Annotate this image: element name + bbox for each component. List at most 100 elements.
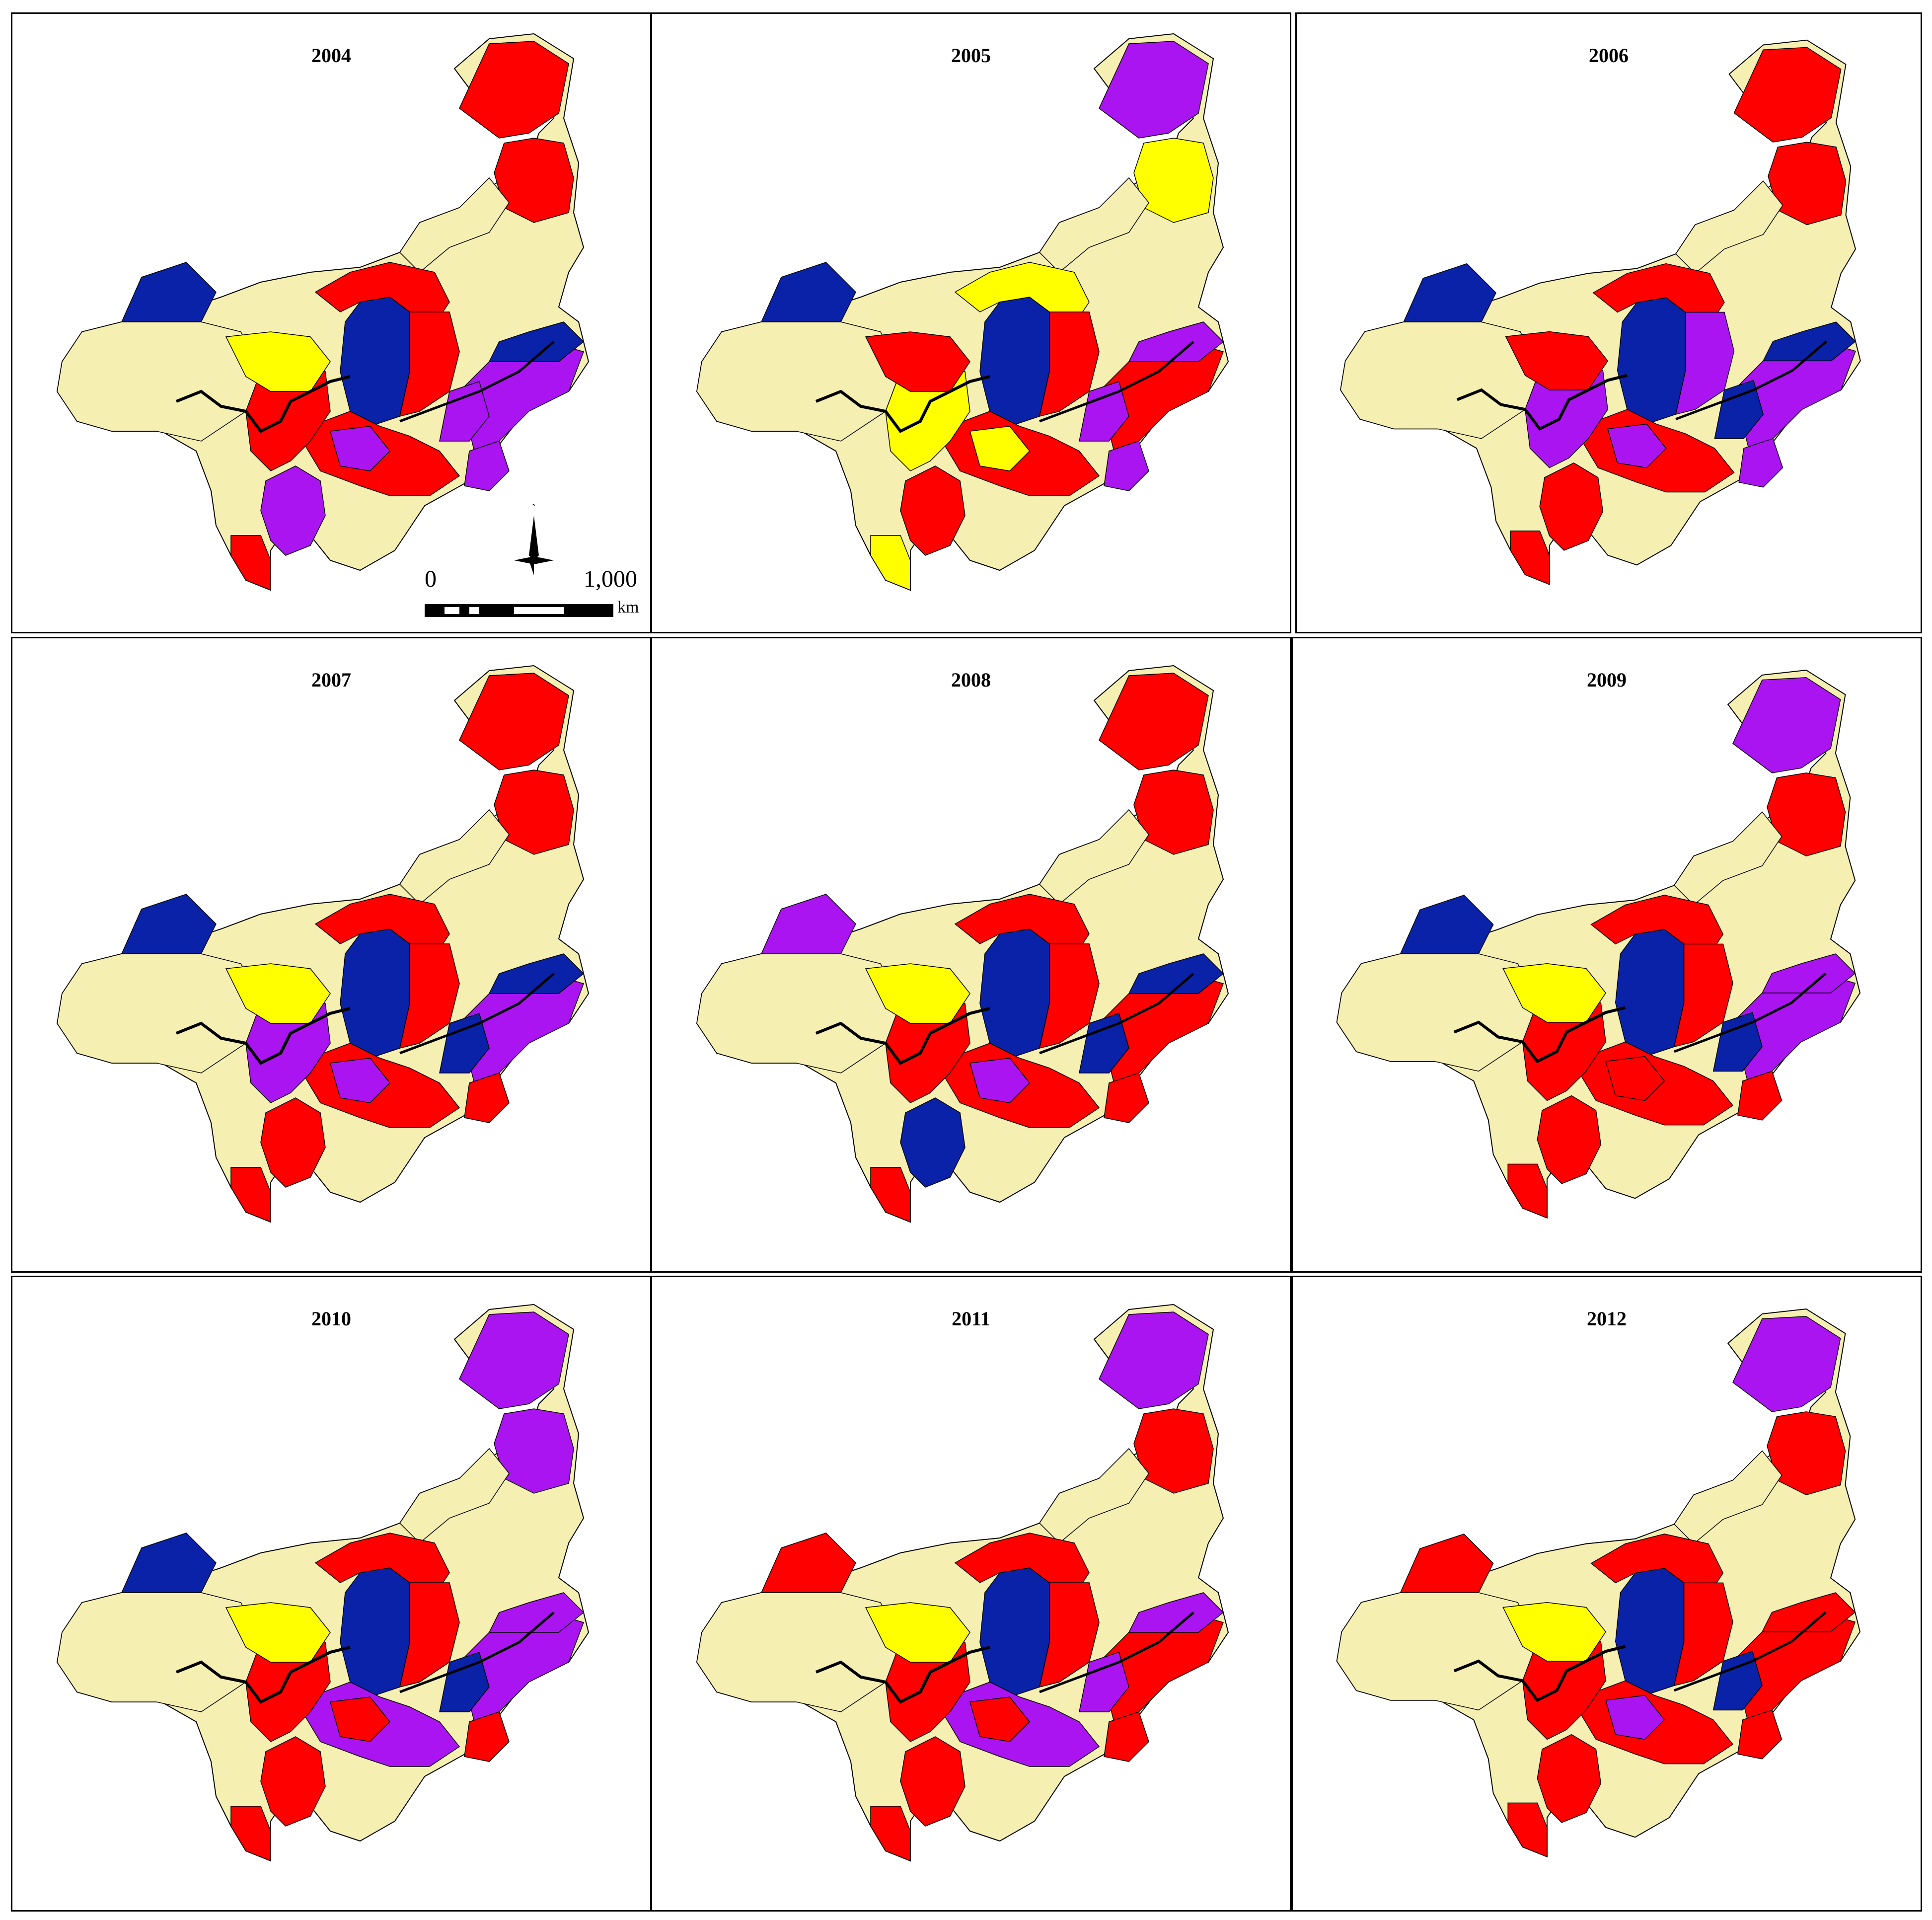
region-southeast-tip [1737, 1709, 1783, 1760]
choropleth-map [696, 665, 1229, 1223]
boundary-line [1675, 340, 1827, 421]
region-river-middle [1505, 331, 1609, 390]
region-south-tail [1537, 1734, 1601, 1823]
region-northeast-belt [494, 138, 574, 223]
region-east-inner [1079, 1652, 1129, 1712]
region-north-plateau [1039, 1448, 1149, 1544]
panel-year-title: 2006 [1589, 44, 1629, 67]
region-southeast-tip [464, 441, 510, 491]
region-east-band [399, 1582, 460, 1688]
region-south-tail [900, 1097, 966, 1188]
region-east-band [1039, 943, 1100, 1049]
region-deep-south [870, 535, 911, 591]
river-line [815, 1007, 990, 1065]
map-panel-2008: 2008 [651, 637, 1291, 1273]
region-far-northeast [1099, 1311, 1209, 1409]
choropleth-map: ` [56, 33, 613, 617]
region-central-core [979, 1567, 1050, 1697]
river-line [1453, 1645, 1626, 1702]
river-line [175, 1646, 351, 1704]
scale-unit-label: km [617, 598, 639, 616]
region-river-middle [1502, 1602, 1606, 1662]
region-south-tail [1537, 1095, 1601, 1184]
region-south-tail [260, 465, 326, 556]
region-north-plateau [1675, 180, 1783, 274]
region-west-upper [121, 894, 217, 954]
map-panel-2007: 2007 [11, 637, 652, 1273]
region-west-upper [760, 262, 856, 322]
region-center-south [1605, 1056, 1665, 1101]
scale-end-label: 1,000 [584, 566, 637, 592]
region-center-south [330, 1696, 391, 1742]
region-north-plateau [1673, 811, 1783, 906]
boundary-line [399, 1612, 555, 1693]
region-central-core [340, 1567, 410, 1697]
panel-year-title: 2005 [951, 44, 991, 67]
region-northeast-belt [494, 769, 574, 855]
panel-year-title: 2009 [1587, 669, 1627, 691]
region-northeast-belt [1133, 769, 1214, 855]
region-center-south [969, 1696, 1031, 1742]
river-line [815, 1646, 990, 1704]
region-east-band [1673, 1582, 1733, 1687]
region-deep-south [870, 1806, 911, 1862]
region-southeast-tip [1738, 438, 1783, 488]
region-east-inner [1079, 1013, 1129, 1074]
boundary-line [1039, 973, 1194, 1055]
region-center-south [969, 426, 1031, 471]
region-west-upper [121, 1533, 217, 1593]
panel-year-title: 2007 [311, 669, 351, 691]
map-panel-2012: 2012 [1291, 1276, 1922, 1912]
scale-bar [425, 604, 613, 617]
boundary-line [399, 973, 555, 1055]
map-panel-2006: 2006 [1295, 12, 1922, 633]
panel-year-title: 2012 [1587, 1307, 1627, 1330]
region-deep-south [1507, 1802, 1548, 1857]
region-north-plateau [399, 177, 510, 273]
choropleth-map [696, 33, 1229, 591]
region-south-tail [260, 1097, 326, 1188]
boundary-line [1039, 1612, 1194, 1693]
region-center-south [330, 1058, 391, 1103]
choropleth-map [56, 1304, 590, 1862]
region-south-tail [900, 465, 966, 556]
region-far-northeast [459, 673, 569, 770]
map-panel-2011: 2011 [651, 1276, 1291, 1912]
panel-year-title: 2010 [311, 1307, 351, 1330]
north-arrow-icon: ` [514, 502, 554, 575]
region-east-inner [1714, 380, 1764, 439]
region-west-upper [1403, 263, 1496, 322]
region-deep-south [1507, 1163, 1548, 1219]
choropleth-map [1336, 1308, 1861, 1858]
region-east-band [1673, 943, 1733, 1048]
region-west-upper [1400, 895, 1494, 954]
region-central-core [979, 297, 1050, 427]
region-east-band [399, 311, 460, 417]
region-west-upper [760, 1533, 856, 1593]
region-far-northeast [1732, 677, 1841, 773]
region-deep-south [230, 535, 271, 591]
river-line [815, 375, 990, 433]
svg-text:`: ` [532, 502, 536, 516]
region-southeast-tip [464, 1073, 510, 1123]
region-south-tail [260, 1736, 326, 1827]
choropleth-map [1340, 39, 1861, 585]
region-central-core [1617, 297, 1686, 425]
map-panel-2010: 2010 [11, 1276, 652, 1912]
map-panel-2005: 2005 [651, 12, 1291, 633]
region-river-middle [1502, 963, 1606, 1023]
region-north-plateau [1039, 809, 1149, 905]
choropleth-map [1336, 670, 1861, 1219]
region-river-middle [865, 331, 970, 392]
region-north-plateau [399, 1448, 510, 1544]
region-north-plateau [399, 809, 510, 905]
panel-year-title: 2011 [952, 1307, 990, 1330]
region-north-plateau [1039, 177, 1149, 273]
region-far-northeast [1733, 47, 1842, 143]
region-east-inner [439, 381, 490, 442]
river-line [175, 1007, 351, 1065]
panel-year-title: 2008 [951, 669, 991, 691]
region-southeast-tip [1737, 1071, 1783, 1121]
region-far-northeast [1099, 673, 1209, 770]
region-far-northeast [459, 41, 569, 139]
